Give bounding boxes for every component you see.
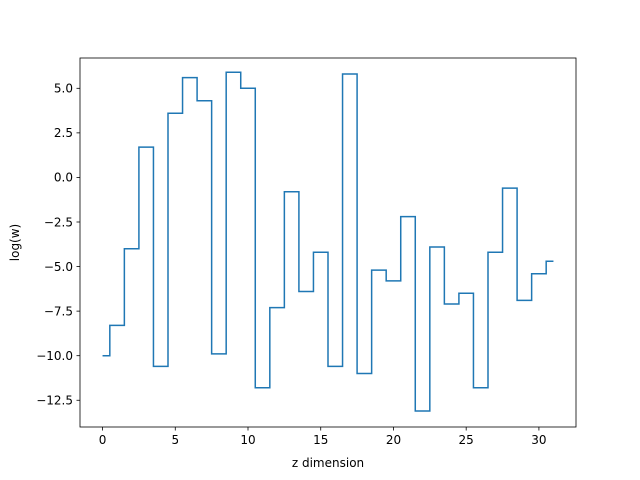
y-tick-label: 5.0 bbox=[54, 82, 73, 96]
x-tick-label: 30 bbox=[531, 433, 546, 447]
x-axis-label: z dimension bbox=[292, 456, 364, 470]
y-tick-label: −2.5 bbox=[44, 215, 73, 229]
axes-frame bbox=[79, 57, 577, 428]
y-tick-label: −10.0 bbox=[36, 349, 73, 363]
y-tick-label: 2.5 bbox=[54, 126, 73, 140]
y-axis-ticks: 5.0 2.5 0.0 −2.5 −5.0 −7.5 −10.0 −12.5 bbox=[36, 82, 80, 408]
x-tick-label: 0 bbox=[99, 433, 107, 447]
y-tick-label: −5.0 bbox=[44, 260, 73, 274]
plot-area bbox=[102, 71, 554, 412]
series-line bbox=[102, 71, 554, 412]
y-tick-label: −12.5 bbox=[36, 394, 73, 408]
x-tick-label: 20 bbox=[386, 433, 401, 447]
y-tick-label: 0.0 bbox=[54, 171, 73, 185]
y-tick-label: −7.5 bbox=[44, 304, 73, 318]
x-tick-label: 5 bbox=[171, 433, 179, 447]
x-tick-label: 15 bbox=[313, 433, 328, 447]
x-tick-label: 25 bbox=[459, 433, 474, 447]
x-tick-label: 10 bbox=[240, 433, 255, 447]
x-axis-ticks: 0 5 10 15 20 25 30 bbox=[99, 427, 547, 447]
y-axis-label: log(w) bbox=[8, 224, 22, 261]
